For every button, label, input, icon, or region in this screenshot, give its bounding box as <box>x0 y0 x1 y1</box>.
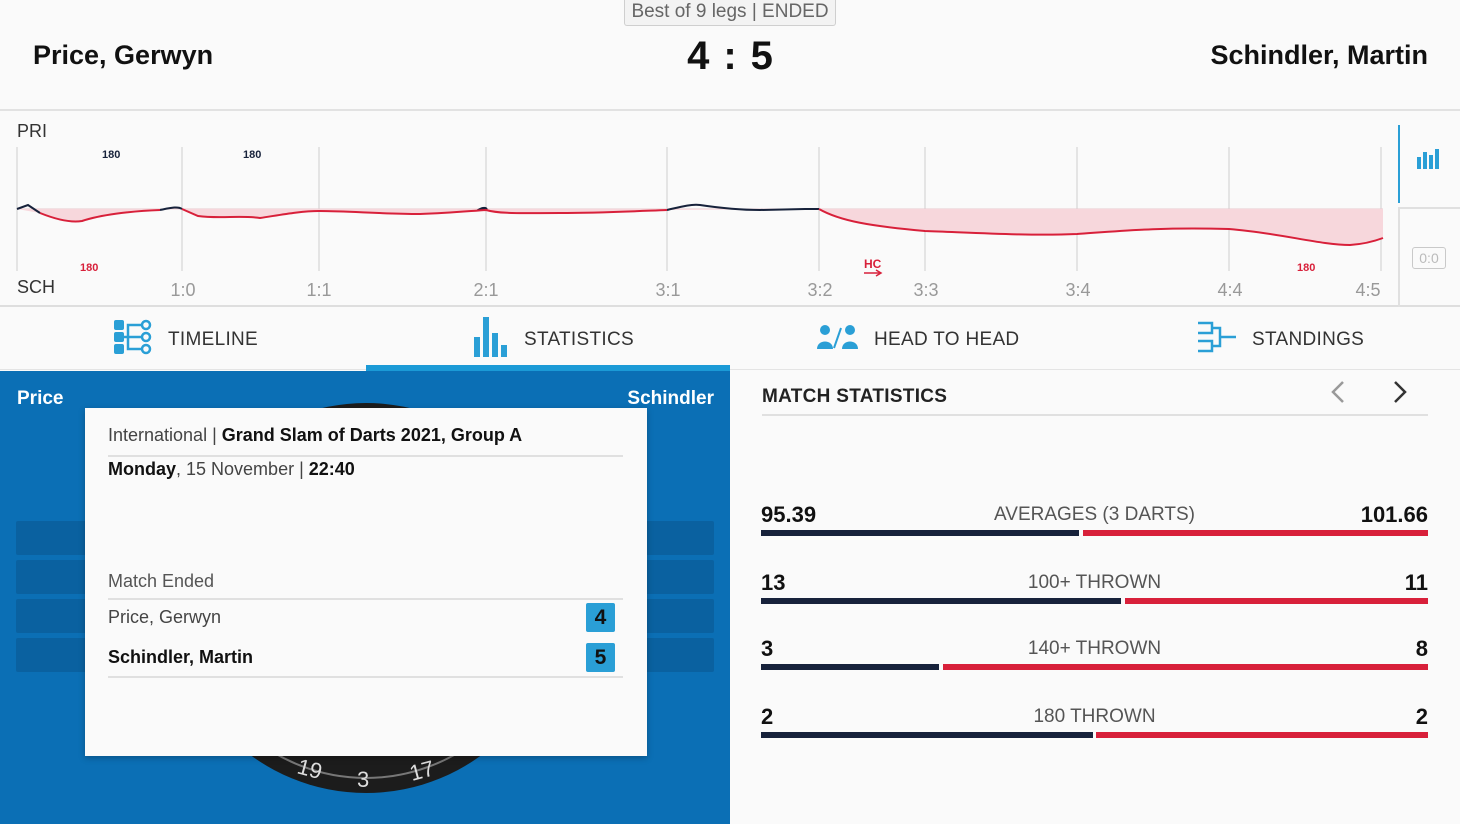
home-abbrev-label: PRI <box>17 121 48 141</box>
leg-score-label: 3:4 <box>1065 280 1090 300</box>
stat-away-bar <box>1096 732 1428 738</box>
leg-score-label: 3:3 <box>913 280 938 300</box>
leg-score-labels: 1:0 1:1 2:1 3:1 3:2 3:3 3:4 4:4 4:5 <box>170 280 1380 300</box>
tab-standings[interactable]: STANDINGS <box>1196 309 1364 370</box>
tournament-name[interactable]: Grand Slam of Darts 2021, Group A <box>221 425 523 445</box>
zero-score-badge[interactable]: 0:0 <box>1412 247 1446 269</box>
match-date: , 15 November | <box>176 459 309 479</box>
stat-label: AVERAGES (3 DARTS) <box>994 504 1195 525</box>
tournament-line: International | Grand Slam of Darts 2021… <box>108 425 623 457</box>
stat-row-140-plus: 3 140+ THROWN 8 <box>761 636 1428 676</box>
tab-head-to-head-label: HEAD TO HEAD <box>874 328 1020 350</box>
leg-score-label: 4:4 <box>1217 280 1242 300</box>
home-score: 4 <box>687 34 710 78</box>
away-abbrev-label: SCH <box>17 277 56 297</box>
stat-label: 100+ THROWN <box>1027 572 1162 593</box>
tab-head-to-head[interactable]: HEAD TO HEAD <box>816 309 1019 370</box>
result-row-away[interactable]: Schindler, Martin 5 <box>108 638 623 678</box>
score-separator: : <box>723 34 737 78</box>
match-info-popup: International | Grand Slam of Darts 2021… <box>85 408 647 756</box>
tab-standings-label: STANDINGS <box>1252 328 1365 350</box>
stat-label: 140+ THROWN <box>1027 638 1162 659</box>
leg-score-label: 4:5 <box>1355 280 1380 300</box>
tab-statistics[interactable]: STATISTICS <box>470 309 634 370</box>
home-momentum-line <box>16 203 819 214</box>
match-time: 22:40 <box>308 459 355 479</box>
match-statistics-title: MATCH STATISTICS <box>762 386 1428 416</box>
category-separator: | <box>207 425 222 445</box>
stat-row-averages: 95.39 AVERAGES (3 DARTS) 101.66 <box>761 502 1428 542</box>
home-player-name[interactable]: Price, Gerwyn <box>33 40 214 70</box>
match-format-badge: Best of 9 legs | ENDED <box>624 0 836 26</box>
stat-row-100-plus: 13 100+ THROWN 11 <box>761 570 1428 610</box>
stat-home-value: 13 <box>761 570 786 595</box>
stat-away-bar <box>1083 530 1428 536</box>
away-player-name[interactable]: Schindler, Martin <box>1210 40 1428 70</box>
timeline-icon <box>112 318 154 362</box>
stat-away-value: 2 <box>1415 704 1428 729</box>
stat-home-bar <box>761 530 1079 536</box>
chevron-right-icon[interactable] <box>1392 379 1416 407</box>
stat-label: 180 THROWN <box>1033 706 1156 727</box>
leg-score-label: 1:1 <box>306 280 331 300</box>
chevron-left-icon[interactable] <box>1330 379 1354 407</box>
home-180-marker: 180 <box>102 149 120 161</box>
match-score: 4:5 <box>630 34 830 79</box>
match-status: Match Ended <box>108 571 623 600</box>
datetime-line: Monday, 15 November | 22:40 <box>108 459 355 480</box>
stat-away-value: 8 <box>1415 636 1428 661</box>
stat-away-value: 101.66 <box>1360 502 1428 527</box>
board-away-name: Schindler <box>627 388 714 409</box>
stat-away-bar <box>943 664 1428 670</box>
stat-home-bar <box>761 598 1121 604</box>
stat-row-180: 2 180 THROWN 2 <box>761 704 1428 744</box>
stat-home-value: 2 <box>761 704 774 729</box>
category-label: International <box>108 425 208 445</box>
away-momentum-area <box>17 209 1383 245</box>
dartboard-number: 3 <box>357 767 369 792</box>
head-to-head-icon <box>816 324 860 356</box>
away-180-marker: 180 <box>1297 262 1315 274</box>
side-panel <box>1398 207 1460 307</box>
result-row-home[interactable]: Price, Gerwyn 4 <box>108 598 623 638</box>
home-180-marker: 180 <box>243 149 261 161</box>
leg-score-label: 3:1 <box>655 280 680 300</box>
stat-away-value: 11 <box>1404 570 1428 595</box>
high-checkout-marker: HC <box>864 257 882 271</box>
momentum-svg: 180 180 180 180 HC 1:0 1:1 2:1 3:1 3:2 3… <box>16 147 1384 300</box>
stat-away-bar <box>1125 598 1428 604</box>
match-statistics-panel: MATCH STATISTICS 95.39 AVERAGES (3 DARTS… <box>730 371 1460 824</box>
standings-icon <box>1196 319 1238 361</box>
tab-statistics-label: STATISTICS <box>524 328 634 350</box>
stat-home-value: 3 <box>761 636 774 661</box>
match-header: Best of 9 legs | ENDED Price, Gerwyn 4:5… <box>0 0 1460 111</box>
board-home-name: Price <box>17 388 64 409</box>
stat-home-bar <box>761 664 939 670</box>
leg-score-label: 2:1 <box>473 280 498 300</box>
result-away-name: Schindler, Martin <box>108 647 254 667</box>
statistics-icon <box>470 315 510 365</box>
leg-score-label: 3:2 <box>807 280 832 300</box>
stat-home-bar <box>761 732 1093 738</box>
active-tab-indicator <box>366 365 730 371</box>
result-away-score: 5 <box>586 643 615 672</box>
match-day: Monday <box>108 459 177 479</box>
away-180-marker: 180 <box>80 262 98 274</box>
tab-timeline[interactable]: TIMELINE <box>112 309 258 370</box>
result-home-name: Price, Gerwyn <box>108 607 222 627</box>
stat-home-value: 95.39 <box>761 502 817 527</box>
momentum-chart: 180 180 180 180 HC 1:0 1:1 2:1 3:1 3:2 3… <box>0 111 1460 307</box>
high-checkout-arrowhead <box>875 269 883 277</box>
away-momentum-line <box>39 208 1384 247</box>
leg-score-label: 1:0 <box>170 280 195 300</box>
result-home-score: 4 <box>586 603 615 632</box>
tab-timeline-label: TIMELINE <box>168 328 259 350</box>
away-score: 5 <box>750 34 773 78</box>
tab-bar: TIMELINE STATISTICS HEAD TO HEAD <box>0 309 1460 370</box>
side-divider <box>1398 125 1400 203</box>
